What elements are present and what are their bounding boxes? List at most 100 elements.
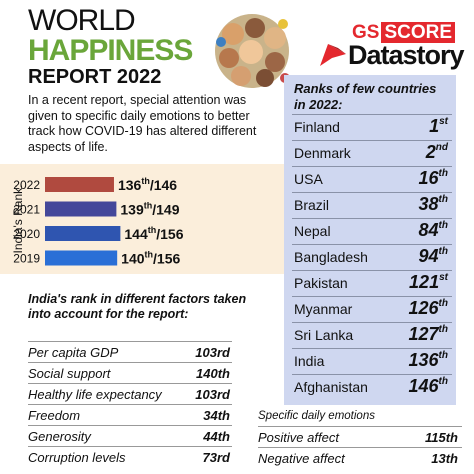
gs-score-pennant-icon (320, 44, 346, 66)
rank-number: 84 (418, 220, 439, 240)
rank-row: Nepal 84th (292, 218, 452, 244)
rank-row: Myanmar 126th (292, 296, 452, 322)
rank-country-name: USA (294, 171, 323, 187)
factor-name: Corruption levels (28, 450, 126, 465)
rank-row: USA 16th (292, 166, 452, 192)
title-line-world: WORLD (28, 4, 136, 37)
bar-rank-suffix: th (148, 225, 157, 235)
brand-gs-text: GS (352, 22, 380, 43)
rank-suffix: th (438, 376, 448, 387)
factor-value: 103rd (195, 387, 230, 402)
bar-data-label: 140th/156 (121, 250, 180, 267)
rank-value: 146th (409, 376, 449, 397)
rank-country-name: Finland (294, 119, 340, 135)
row-divider (292, 166, 452, 167)
rank-country-name: Bangladesh (294, 249, 368, 265)
row-divider (292, 114, 452, 115)
rank-row: India 136th (292, 348, 452, 374)
brand-logo: GS SCORE Datastory (318, 22, 465, 74)
row-divider (292, 218, 452, 219)
emotion-name: Negative affect (258, 451, 345, 466)
faces-collage-image (215, 14, 290, 88)
bar-data-label: 139th/149 (120, 201, 179, 218)
rank-country-name: Nepal (294, 223, 331, 239)
rank-value: 1st (429, 116, 448, 137)
rank-number: 136 (408, 350, 439, 370)
factor-name: Generosity (28, 429, 91, 444)
factor-row: Per capita GDP 103rd (28, 341, 232, 362)
y-tick-label: 2022 (13, 178, 40, 192)
rank-row: Pakistan 121st (292, 270, 452, 296)
rank-row: Finland 1st (292, 114, 452, 140)
rank-row: Afghanistan 146th (292, 374, 452, 400)
rank-suffix: th (438, 168, 448, 179)
rank-country-name: Denmark (294, 145, 351, 161)
row-divider (292, 244, 452, 245)
rank-country-name: Pakistan (294, 275, 348, 291)
rank-value: 38th (419, 194, 448, 215)
factor-name: Freedom (28, 408, 81, 423)
rank-number: 94 (418, 246, 439, 266)
emotions-title: Specific daily emotions (258, 410, 375, 422)
rank-suffix: th (438, 246, 448, 257)
bar-rank-total: /156 (153, 251, 180, 267)
factor-row: Healthy life expectancy 103rd (28, 383, 232, 404)
y-tick-label: 2021 (13, 203, 40, 217)
rank-row: Bangladesh 94th (292, 244, 452, 270)
country-ranks-panel: Ranks of few countries in 2022: Finland 1… (284, 75, 456, 405)
bar-rank-suffix: th (141, 176, 150, 186)
rank-value: 84th (419, 220, 448, 241)
rank-value: 126th (409, 298, 449, 319)
y-axis-label: India's Rank: (11, 185, 25, 254)
emotion-row: Positive affect 115th (258, 426, 462, 447)
rank-number: 126 (408, 298, 439, 318)
brand-score-text: SCORE (381, 22, 456, 43)
brand-datastory-text: Datastory (348, 40, 465, 70)
factors-title: India's rank in different factors taken … (28, 292, 247, 321)
factor-value: 73rd (202, 450, 230, 465)
factor-value: 44th (203, 429, 230, 444)
rank-value: 127th (409, 324, 449, 345)
rank-country-name: India (294, 353, 325, 369)
row-divider (292, 374, 452, 375)
bar (45, 201, 117, 217)
rank-value: 121st (409, 272, 448, 293)
y-tick-label: 2019 (13, 252, 40, 266)
rank-number: 38 (418, 194, 439, 214)
bar-data-label: 144th/156 (124, 225, 183, 242)
bar (45, 226, 121, 241)
factor-name: Per capita GDP (28, 345, 119, 360)
factor-row: Social support 140th (28, 362, 232, 383)
brand-gs-score: GS SCORE (352, 22, 456, 44)
rank-country-name: Myanmar (294, 301, 353, 317)
title-line-happiness: HAPPINESS (28, 34, 193, 67)
row-divider (292, 192, 452, 193)
rank-number: 121 (409, 272, 440, 292)
intro-paragraph: In a recent report, special attention wa… (28, 93, 257, 154)
rank-suffix: st (439, 116, 448, 127)
rank-value: 16th (419, 168, 448, 189)
factor-name: Social support (28, 366, 111, 381)
rank-row: Sri Lanka 127th (292, 322, 452, 348)
emotion-value: 13th (431, 451, 458, 466)
bar-rank-number: 139 (120, 202, 144, 218)
bar-rank-number: 140 (121, 251, 145, 267)
rank-suffix: th (438, 324, 448, 335)
rank-country-name: Brazil (294, 197, 330, 213)
factor-value: 140th (196, 366, 230, 381)
factor-row: Corruption levels 73rd (28, 446, 232, 467)
rank-suffix: st (439, 272, 448, 283)
rank-suffix: th (438, 220, 448, 231)
rank-country-name: Afghanistan (294, 379, 368, 395)
factor-row: Freedom 34th (28, 404, 232, 425)
rank-value: 136th (409, 350, 449, 371)
country-ranks-title: Ranks of few countries in 2022: (294, 81, 437, 112)
rank-suffix: th (438, 298, 448, 309)
bar-rank-suffix: th (145, 250, 154, 260)
emotion-row: Negative affect 13th (258, 447, 462, 468)
row-divider (292, 140, 452, 141)
rank-country-name: Sri Lanka (294, 327, 354, 343)
rank-suffix: th (438, 194, 448, 205)
rank-number: 16 (418, 168, 439, 188)
rank-row: Denmark 2nd (292, 140, 452, 166)
